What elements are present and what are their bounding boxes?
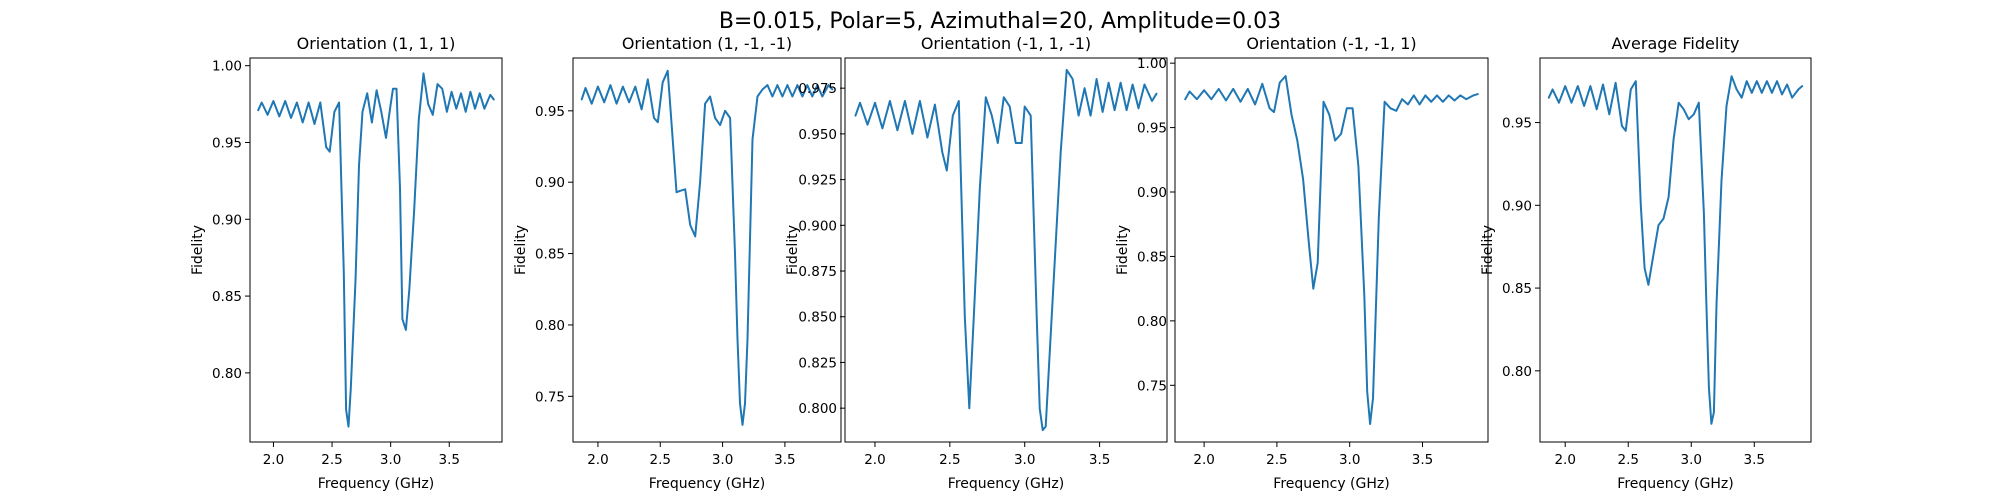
y-tick-label: 0.850 <box>798 310 837 326</box>
x-tick-label: 3.5 <box>1412 452 1433 468</box>
x-tick-label: 2.0 <box>1193 452 1214 468</box>
data-line <box>854 68 1158 432</box>
y-tick-label: 0.90 <box>212 212 242 228</box>
x-axis-label: Frequency (GHz) <box>1617 476 1733 492</box>
y-tick-label: 0.80 <box>535 318 565 334</box>
subplot-3: 2.0 2.5 3.0 3.5 0.800 0.825 0.850 0.875 0.900 0.9… <box>785 34 1168 492</box>
plot-frame <box>1174 57 1489 443</box>
x-axis-label: Frequency (GHz) <box>1273 476 1389 492</box>
figure-suptitle: B=0.015, Polar=5, Azimuthal=20, Amplitud… <box>719 9 1281 34</box>
x-tick-label: 2.5 <box>650 452 671 468</box>
x-tick-label: 2.0 <box>587 452 608 468</box>
x-tick-label: 2.5 <box>321 452 342 468</box>
subplot-title: Orientation (1, 1, 1) <box>297 34 456 53</box>
y-tick-label: 0.90 <box>535 175 565 191</box>
y-tick-label: 0.900 <box>798 218 837 234</box>
y-tick-label: 0.95 <box>212 135 242 151</box>
x-tick-label: 3.0 <box>1339 452 1360 468</box>
x-axis-label: Frequency (GHz) <box>948 476 1064 492</box>
subplot-title: Orientation (-1, -1, 1) <box>1246 34 1416 53</box>
x-tick-label: 2.0 <box>864 452 885 468</box>
x-tick-label: 3.5 <box>1744 452 1765 468</box>
y-tick-label: 0.95 <box>1137 121 1167 137</box>
x-tick-label: 3.0 <box>712 452 733 468</box>
y-tick-label: 0.800 <box>798 401 837 417</box>
y-axis-label: Fidelity <box>1480 225 1496 275</box>
y-tick-label: 0.85 <box>212 289 242 305</box>
y-axis-label: Fidelity <box>513 225 529 275</box>
y-tick-label: 0.85 <box>535 247 565 263</box>
y-tick-label: 1.00 <box>212 59 242 75</box>
y-tick-label: 0.825 <box>798 355 837 371</box>
y-tick-label: 0.75 <box>1137 378 1167 394</box>
x-tick-label: 3.0 <box>380 452 401 468</box>
subplot-title: Orientation (1, -1, -1) <box>622 34 792 53</box>
x-tick-label: 2.0 <box>263 452 284 468</box>
y-tick-label: 0.80 <box>1502 364 1532 380</box>
y-tick-label: 0.80 <box>1137 314 1167 330</box>
y-tick-label: 0.875 <box>798 264 837 280</box>
subplot-1: 2.0 2.5 3.0 3.5 0.80 0.85 0.90 0.95 1.00 Orientat… <box>190 34 503 492</box>
y-tick-label: 0.95 <box>1502 116 1532 132</box>
plot-frame <box>844 57 1168 443</box>
plot-frame <box>249 57 503 443</box>
data-line <box>257 72 495 428</box>
subplot-5: 2.0 2.5 3.0 3.5 0.80 0.85 0.90 0.95 Average Fide… <box>1480 34 1812 492</box>
x-tick-label: 3.0 <box>1681 452 1702 468</box>
subplot-title: Orientation (-1, 1, -1) <box>921 34 1091 53</box>
data-line <box>1547 75 1804 425</box>
x-tick-label: 3.5 <box>774 452 795 468</box>
plot-frame <box>572 57 842 443</box>
y-tick-label: 0.85 <box>1137 249 1167 265</box>
x-tick-label: 2.0 <box>1554 452 1575 468</box>
y-tick-label: 0.90 <box>1502 198 1532 214</box>
x-tick-label: 2.5 <box>939 452 960 468</box>
x-tick-label: 3.0 <box>1014 452 1035 468</box>
y-tick-label: 0.925 <box>798 173 837 189</box>
subplot-4: 2.0 2.5 3.0 3.5 0.75 0.80 0.85 0.90 0.95 1.00 Orie… <box>1115 34 1489 492</box>
y-axis-label: Fidelity <box>785 225 801 275</box>
y-tick-label: 0.75 <box>535 389 565 405</box>
x-tick-label: 2.5 <box>1617 452 1638 468</box>
subplot-title: Average Fidelity <box>1612 34 1740 53</box>
y-tick-label: 1.00 <box>1137 56 1167 72</box>
x-axis-label: Frequency (GHz) <box>649 476 765 492</box>
subplot-2: 2.0 2.5 3.0 3.5 0.75 0.80 0.85 0.90 0.95 Orientat… <box>513 34 842 492</box>
x-tick-label: 3.5 <box>439 452 460 468</box>
y-tick-label: 0.80 <box>212 366 242 382</box>
y-tick-label: 0.85 <box>1502 281 1532 297</box>
y-tick-label: 0.95 <box>535 104 565 120</box>
y-axis-label: Fidelity <box>1115 225 1131 275</box>
y-tick-label: 0.90 <box>1137 185 1167 201</box>
y-tick-label: 0.950 <box>798 127 837 143</box>
data-line <box>1184 75 1479 425</box>
x-tick-label: 3.5 <box>1089 452 1110 468</box>
plot-frame <box>1539 57 1812 443</box>
y-tick-label: 0.975 <box>798 81 837 97</box>
y-axis-label: Fidelity <box>190 225 206 275</box>
x-axis-label: Frequency (GHz) <box>318 476 434 492</box>
data-line <box>580 69 834 426</box>
x-tick-label: 2.5 <box>1266 452 1287 468</box>
